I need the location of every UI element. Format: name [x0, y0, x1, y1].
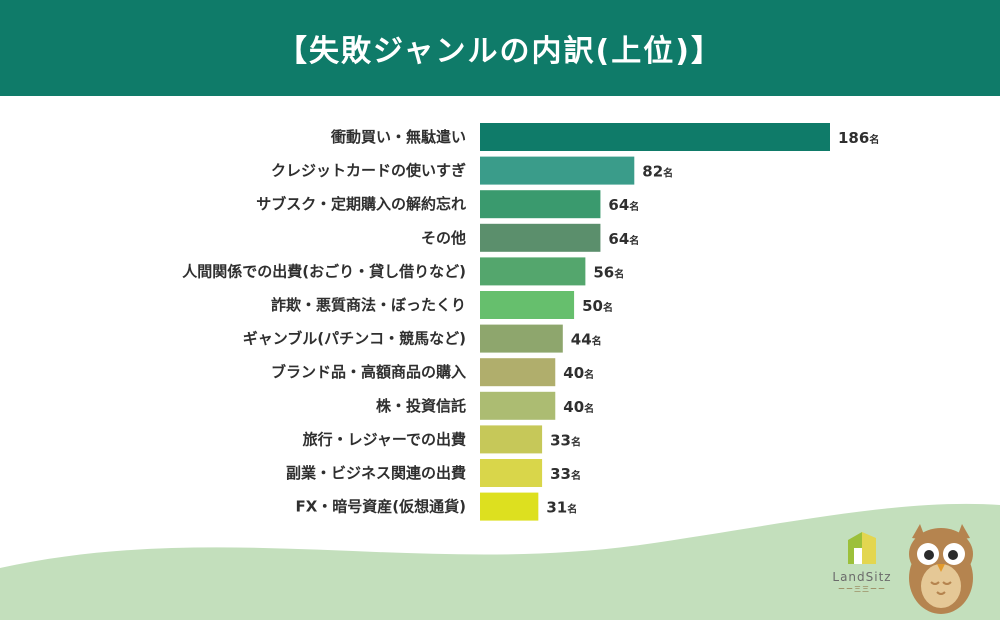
value-label: 64名	[608, 196, 639, 214]
category-label: クレジットカードの使いすぎ	[271, 162, 466, 180]
value-number: 33	[550, 465, 571, 483]
value-unit: 名	[663, 167, 673, 180]
value-number: 44	[571, 331, 592, 349]
category-label: サブスク・定期購入の解約忘れ	[256, 195, 466, 213]
value-number: 50	[582, 297, 603, 315]
bar	[480, 257, 586, 286]
bar	[480, 391, 556, 420]
bar	[480, 223, 601, 252]
value-number: 31	[546, 499, 567, 517]
value-number: 33	[550, 431, 571, 449]
value-unit: 名	[614, 267, 624, 280]
logo-tagline: ーー三三ーー	[838, 585, 886, 593]
bar	[480, 123, 830, 151]
owl-mascot-icon	[909, 524, 973, 614]
bar	[480, 324, 563, 353]
category-label: その他	[421, 229, 466, 247]
category-label: ギャンブル(パチンコ・競馬など)	[243, 330, 466, 348]
bar	[480, 425, 543, 454]
category-label: ブランド品・高額商品の購入	[271, 363, 466, 381]
value-number: 186	[838, 129, 869, 147]
value-unit: 名	[567, 503, 577, 516]
value-unit: 名	[592, 335, 602, 348]
value-unit: 名	[629, 200, 639, 213]
page-header: 【失敗ジャンルの内訳(上位)】	[0, 0, 1000, 96]
value-number: 64	[608, 230, 629, 248]
logo-brand-text: LandSitz	[832, 570, 892, 584]
value-label: 40名	[563, 364, 594, 382]
value-unit: 名	[571, 469, 581, 482]
category-label: 詐欺・悪質商法・ぼったくり	[271, 296, 466, 314]
bar	[480, 492, 539, 521]
value-label: 33名	[550, 431, 581, 449]
value-unit: 名	[584, 368, 594, 381]
category-label: 衝動買い・無駄遣い	[330, 128, 466, 146]
value-label: 82名	[642, 163, 673, 181]
value-unit: 名	[603, 301, 613, 314]
value-label: 44名	[571, 331, 602, 349]
category-label: FX・暗号資産(仮想通貨)	[295, 498, 466, 516]
house-logo-icon	[848, 532, 876, 564]
value-number: 56	[593, 263, 614, 281]
category-label: 人間関係での出費(おごり・貸し借りなど)	[182, 262, 466, 280]
value-label: 64名	[608, 230, 639, 248]
page-title: 【失敗ジャンルの内訳(上位)】	[277, 34, 723, 69]
landsitz-logo: LandSitz ーー三三ーー	[822, 528, 902, 608]
value-unit: 名	[629, 234, 639, 247]
value-unit: 名	[584, 402, 594, 415]
value-label: 40名	[563, 398, 594, 416]
value-number: 40	[563, 398, 584, 416]
bar	[480, 156, 635, 185]
category-label: 副業・ビジネス関連の出費	[286, 464, 466, 482]
value-number: 40	[563, 364, 584, 382]
value-number: 64	[608, 196, 629, 214]
value-unit: 名	[571, 435, 581, 448]
category-label: 旅行・レジャーでの出費	[303, 430, 466, 448]
value-label: 31名	[546, 499, 577, 517]
bar	[480, 291, 575, 319]
category-label: 株・投資信託	[376, 397, 466, 415]
value-label: 33名	[550, 465, 581, 483]
value-label: 50名	[582, 297, 613, 315]
value-number: 82	[642, 163, 663, 181]
value-label: 56名	[593, 263, 624, 281]
value-label: 186名	[838, 129, 879, 147]
bar	[480, 459, 543, 487]
value-unit: 名	[869, 133, 879, 146]
bar	[480, 190, 601, 219]
bar	[480, 358, 556, 387]
